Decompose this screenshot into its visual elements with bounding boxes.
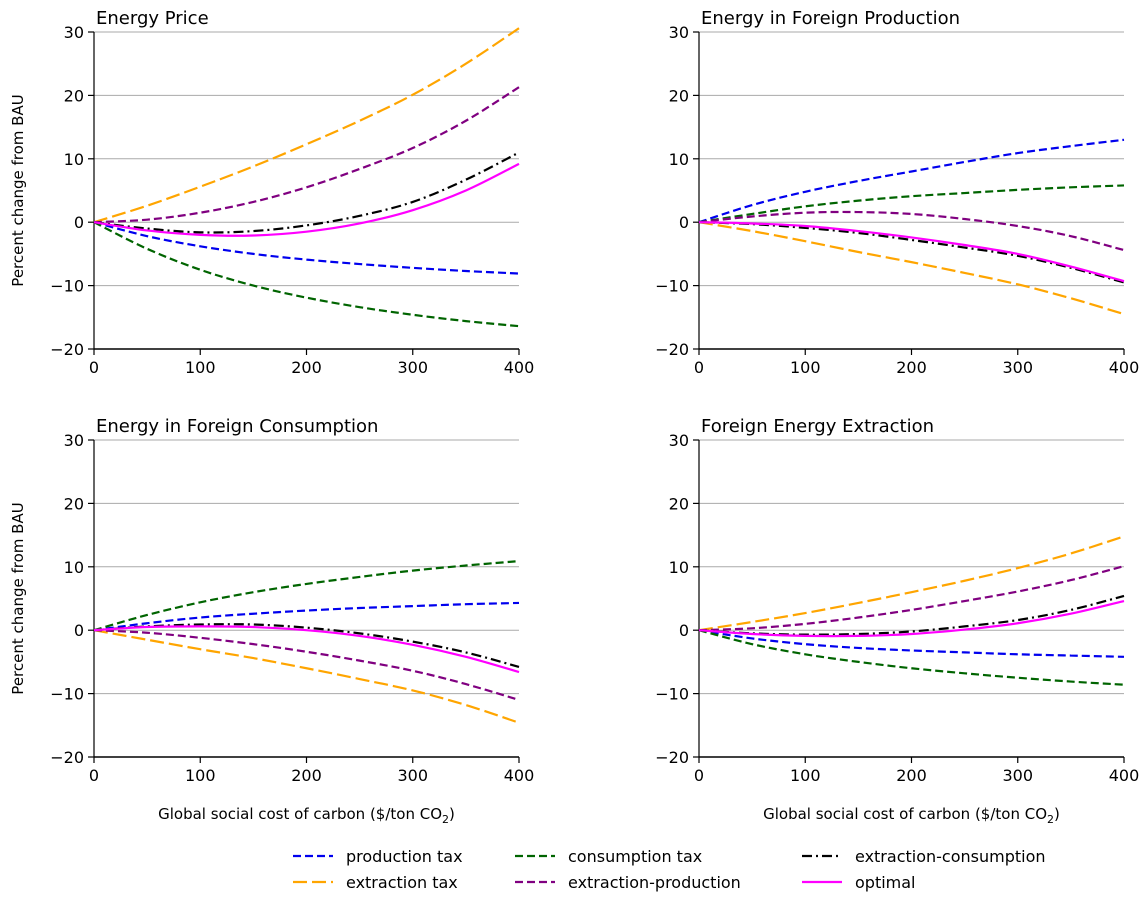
y-tick-label: 10 (64, 558, 84, 577)
series-line-production-tax (93, 221, 520, 275)
y-tick-label: 30 (64, 23, 84, 42)
x-tick-label: 0 (89, 358, 99, 377)
x-tick-label: 200 (896, 358, 927, 377)
legend-label: optimal (855, 873, 916, 892)
y-tick-label: −10 (50, 685, 84, 704)
series-line-extraction-consumption (93, 151, 520, 234)
y-tick-label: 0 (679, 621, 689, 640)
y-axis-label: Percent change from BAU (9, 94, 27, 286)
x-tick-label: 400 (1109, 766, 1140, 785)
series-line-extraction-consumption (698, 221, 1125, 284)
legend-label: consumption tax (568, 847, 702, 866)
y-axis-label: Percent change from BAU (9, 502, 27, 694)
legend-label: extraction-consumption (855, 847, 1046, 866)
legend-label: extraction tax (346, 873, 458, 892)
series-line-optimal (93, 162, 520, 237)
series-line-extraction-production (698, 210, 1125, 252)
series-line-consumption-tax (698, 629, 1125, 686)
series-line-optimal (698, 599, 1125, 638)
legend-item-production-tax: production tax (293, 847, 463, 866)
x-axis-label: Global social cost of carbon ($/ton CO2) (158, 805, 455, 826)
chart-title: Energy in Foreign Production (701, 8, 960, 29)
chart-title: Energy Price (96, 8, 209, 29)
x-tick-label: 300 (1002, 766, 1033, 785)
series-line-extraction-tax (93, 629, 520, 724)
series-line-extraction-production (93, 629, 520, 701)
x-tick-label: 400 (504, 766, 535, 785)
y-tick-label: 30 (669, 431, 689, 450)
x-tick-label: 400 (1109, 358, 1140, 377)
x-tick-label: 0 (694, 766, 704, 785)
x-tick-label: 300 (1002, 358, 1033, 377)
y-tick-label: 20 (64, 494, 84, 513)
y-tick-label: 10 (669, 558, 689, 577)
legend: production tax consumption tax extraction-… (293, 847, 1046, 892)
y-tick-label: 0 (679, 213, 689, 232)
legend-item-extraction-production: extraction-production (515, 873, 741, 892)
y-tick-label: 10 (64, 150, 84, 169)
series-line-optimal (698, 221, 1125, 283)
chart-title: Energy in Foreign Consumption (96, 416, 378, 437)
series-line-optimal (93, 625, 520, 674)
x-tick-label: 0 (89, 766, 99, 785)
chart-title: Foreign Energy Extraction (701, 416, 934, 437)
x-tick-label: 100 (185, 766, 216, 785)
x-tick-label: 200 (291, 766, 322, 785)
legend-item-optimal: optimal (802, 873, 916, 892)
y-tick-label: −20 (50, 340, 84, 359)
x-tick-label: 100 (790, 358, 821, 377)
y-tick-label: 20 (669, 86, 689, 105)
y-tick-label: 30 (64, 431, 84, 450)
x-tick-label: 300 (397, 358, 428, 377)
series-line-extraction-tax (698, 535, 1125, 632)
legend-item-extraction-consumption: extraction-consumption (802, 847, 1046, 866)
series-line-extraction-tax (698, 221, 1125, 316)
x-axis-label: Global social cost of carbon ($/ton CO2) (763, 805, 1060, 826)
x-tick-label: 200 (291, 358, 322, 377)
y-tick-label: −20 (50, 748, 84, 767)
y-tick-label: 0 (74, 621, 84, 640)
y-tick-label: 30 (669, 23, 689, 42)
legend-item-extraction-tax: extraction tax (293, 873, 458, 892)
x-tick-label: 300 (397, 766, 428, 785)
y-tick-label: −10 (655, 277, 689, 296)
series-line-extraction-tax (93, 27, 520, 224)
legend-label: production tax (346, 847, 463, 866)
y-tick-label: 0 (74, 213, 84, 232)
x-tick-label: 100 (185, 358, 216, 377)
series-line-extraction-production (93, 86, 520, 224)
series-line-production-tax (698, 138, 1125, 224)
y-tick-label: −10 (50, 277, 84, 296)
y-tick-label: −10 (655, 685, 689, 704)
series-line-consumption-tax (93, 221, 520, 328)
x-tick-label: 400 (504, 358, 535, 377)
legend-item-consumption-tax: consumption tax (515, 847, 702, 866)
y-tick-label: 20 (64, 86, 84, 105)
y-tick-label: −20 (655, 340, 689, 359)
y-tick-label: −20 (655, 748, 689, 767)
y-tick-label: 20 (669, 494, 689, 513)
y-tick-label: 10 (669, 150, 689, 169)
legend-label: extraction-production (568, 873, 741, 892)
series-line-consumption-tax (93, 559, 520, 632)
series-line-consumption-tax (698, 184, 1125, 224)
x-tick-label: 100 (790, 766, 821, 785)
x-tick-label: 0 (694, 358, 704, 377)
x-tick-label: 200 (896, 766, 927, 785)
